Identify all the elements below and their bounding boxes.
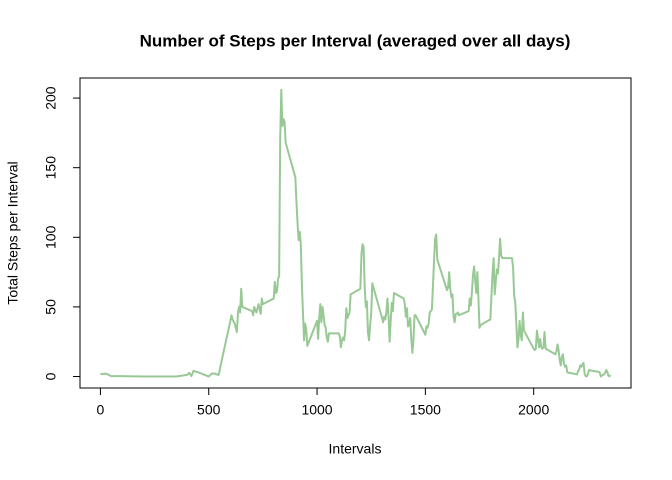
y-tick-label: 100 xyxy=(43,225,59,249)
x-tick-label: 1500 xyxy=(410,402,441,418)
plot-frame xyxy=(79,77,632,389)
y-tick-label: 0 xyxy=(43,372,59,380)
x-tick-label: 0 xyxy=(97,402,105,418)
y-axis-label: Total Steps per Interval xyxy=(5,161,21,304)
y-tick-label: 50 xyxy=(43,299,59,315)
chart-title: Number of Steps per Interval (averaged o… xyxy=(140,31,571,50)
data-line xyxy=(100,88,612,378)
x-tick-label: 500 xyxy=(197,402,221,418)
x-tick-label: 1000 xyxy=(301,402,332,418)
x-axis-label: Intervals xyxy=(329,441,382,457)
y-tick-label: 150 xyxy=(43,156,59,180)
x-tick-label: 2000 xyxy=(518,402,549,418)
y-tick-label: 200 xyxy=(43,86,59,110)
